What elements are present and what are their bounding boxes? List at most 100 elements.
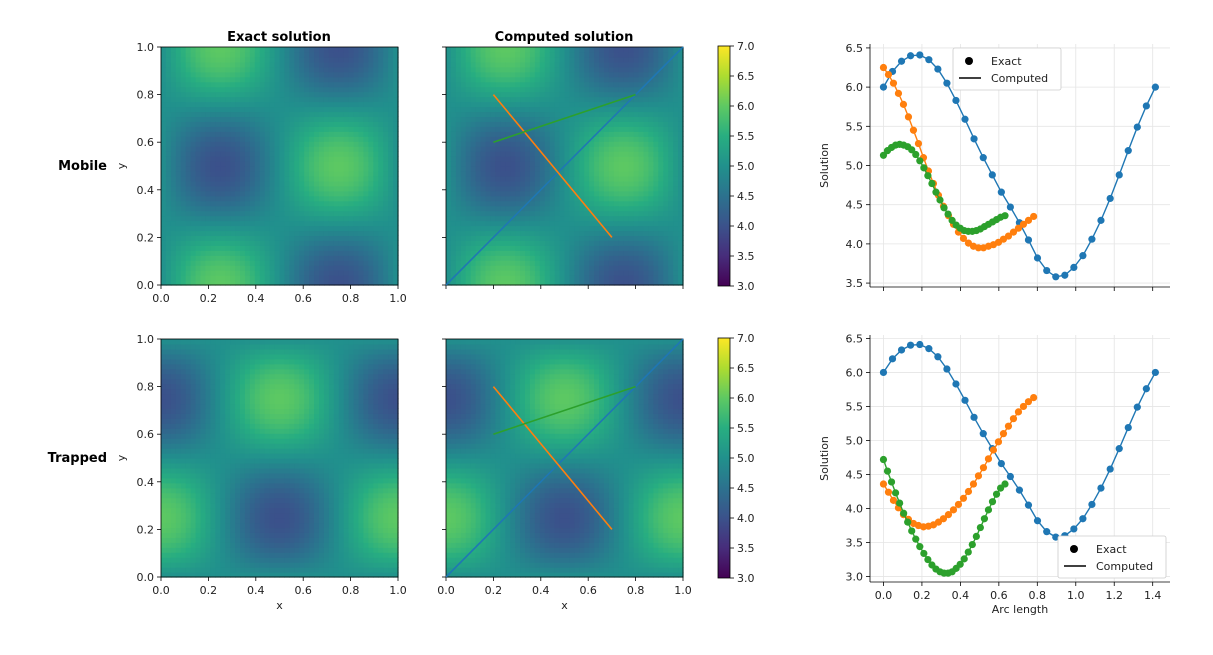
heatmap-cell: [564, 225, 571, 232]
heatmap-cell: [613, 151, 620, 157]
heatmap-cell: [319, 265, 325, 271]
heatmap-cell: [455, 116, 462, 122]
heatmap-cell: [638, 96, 645, 103]
heatmap-cell: [485, 245, 492, 251]
heatmap-cell: [485, 91, 492, 98]
heatmap-cell: [628, 255, 635, 261]
x-tick-label: 0.0: [152, 292, 170, 305]
heatmap-cell: [348, 220, 355, 227]
heatmap-cell: [314, 146, 320, 152]
heatmap-cell: [319, 166, 325, 172]
heatmap-cell: [368, 275, 374, 281]
heatmap-cell: [373, 166, 379, 172]
heatmap-cell: [185, 101, 192, 108]
series-point: [879, 83, 888, 91]
heatmap-cell: [274, 235, 281, 241]
heatmap-cell: [274, 255, 281, 261]
heatmap-cell: [323, 275, 330, 281]
heatmap-cell: [455, 81, 462, 88]
heatmap-cell: [215, 205, 221, 212]
heatmap-cell: [175, 106, 182, 113]
heatmap-cell: [269, 136, 276, 142]
heatmap-cell: [584, 265, 590, 271]
heatmap-cell: [643, 275, 650, 281]
heatmap-cell: [175, 572, 182, 578]
heatmap-cell: [358, 255, 365, 261]
heatmap-cell: [584, 275, 590, 281]
heatmap-cell: [668, 61, 674, 68]
heatmap-cell: [604, 180, 610, 187]
heatmap-cell: [240, 151, 246, 157]
heatmap-cell: [564, 146, 571, 152]
heatmap-cell: [574, 215, 580, 222]
heatmap-cell: [505, 245, 511, 251]
heatmap-cell: [525, 170, 531, 177]
heatmap-cell: [161, 562, 167, 568]
heatmap-cell: [161, 343, 167, 350]
heatmap-cell: [294, 101, 300, 108]
heatmap-cell: [165, 111, 172, 118]
heatmap-cell: [259, 161, 266, 167]
heatmap-cell: [309, 170, 315, 177]
heatmap-cell: [663, 255, 669, 261]
heatmap-cell: [225, 141, 231, 147]
heatmap-cell: [274, 146, 281, 152]
heatmap-cell: [534, 215, 541, 222]
heatmap-cell: [564, 250, 571, 256]
heatmap-cell: [299, 205, 305, 212]
heatmap-cell: [170, 383, 177, 390]
heatmap-cell: [284, 220, 290, 227]
heatmap-cell: [510, 161, 516, 167]
heatmap-cell: [455, 245, 462, 251]
heatmap-cell: [240, 51, 246, 58]
heatmap-cell: [525, 240, 531, 246]
heatmap-cell: [460, 66, 467, 73]
heatmap-cell: [175, 255, 182, 261]
heatmap-cell: [673, 185, 679, 192]
heatmap-cell: [388, 151, 394, 157]
heatmap-cell: [299, 210, 305, 217]
heatmap-cell: [589, 61, 595, 68]
heatmap-cell: [569, 96, 575, 103]
heatmap-cell: [653, 215, 659, 222]
heatmap-cell: [175, 56, 182, 63]
heatmap-cell: [348, 156, 355, 162]
heatmap-cell: [638, 161, 645, 167]
heatmap-cell: [328, 101, 335, 108]
heatmap-cell: [319, 66, 325, 73]
heatmap-cell: [235, 280, 241, 286]
heatmap-cell: [465, 151, 472, 157]
heatmap-cell: [210, 215, 216, 222]
heatmap-cell: [240, 76, 246, 83]
heatmap-cell: [599, 106, 605, 113]
heatmap-cell: [613, 235, 620, 241]
heatmap-cell: [225, 240, 231, 246]
heatmap-cell: [230, 131, 236, 137]
heatmap-cell: [284, 61, 290, 68]
heatmap-cell: [584, 51, 590, 58]
heatmap-cell: [465, 250, 472, 256]
heatmap-cell: [480, 250, 487, 256]
heatmap-cell: [490, 86, 496, 93]
heatmap-cell: [450, 245, 457, 251]
heatmap-cell: [235, 136, 241, 142]
heatmap-cell: [373, 240, 379, 246]
heatmap-cell: [623, 166, 630, 172]
heatmap-cell: [529, 166, 536, 172]
heatmap-cell: [520, 111, 526, 118]
y-tick-label: 4.5: [846, 199, 864, 212]
heatmap-cell: [383, 71, 389, 78]
heatmap-cell: [235, 255, 241, 261]
heatmap-cell: [628, 71, 635, 78]
heatmap-cell: [450, 61, 457, 68]
heatmap-cell: [294, 116, 300, 122]
heatmap-cell: [373, 185, 379, 192]
heatmap-cell: [348, 235, 355, 241]
heatmap-cell: [200, 47, 207, 53]
heatmap-cell: [294, 96, 300, 103]
heatmap-cell: [195, 170, 202, 177]
heatmap-cell: [658, 220, 664, 227]
heatmap-cell: [333, 76, 340, 83]
heatmap-cell: [534, 280, 541, 286]
